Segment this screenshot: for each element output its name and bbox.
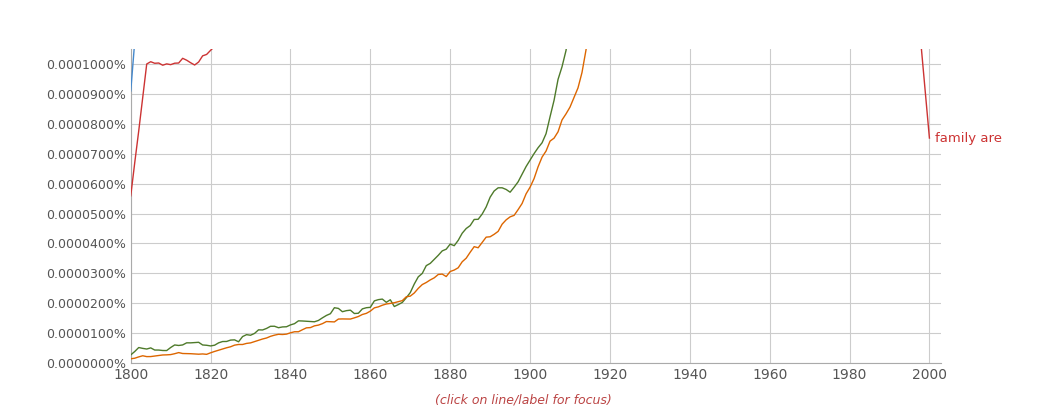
Text: family are: family are (935, 131, 1002, 144)
Text: (click on line/label for focus): (click on line/label for focus) (435, 394, 611, 407)
